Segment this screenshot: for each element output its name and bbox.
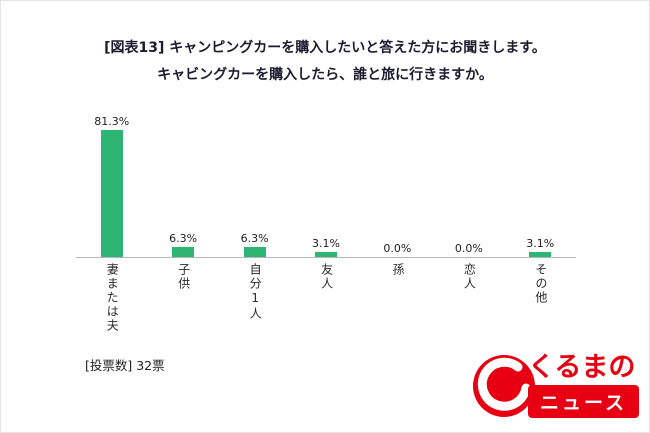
category-label: 恋人 [433, 263, 504, 333]
category-label: 孫 [362, 263, 433, 333]
logo-text-kurumano: くるまの [527, 352, 636, 384]
logo-text-block: くるまの ニュース [527, 352, 639, 418]
chart-title-line1: [図表13] キャンピングカーを購入したいと答えた方にお聞きします。 [104, 40, 546, 56]
category-label-text: 妻または夫 [105, 263, 120, 333]
bar-column: 3.1% [290, 107, 361, 257]
category-label: 友人 [290, 263, 361, 333]
category-label-text: 孫 [390, 263, 405, 277]
bar-value-label: 6.3% [240, 232, 269, 246]
bar-column: 6.3% [219, 107, 290, 257]
bar [100, 130, 123, 257]
bar-column: 0.0% [362, 107, 433, 257]
category-label: 子供 [147, 263, 218, 333]
category-label: その他 [505, 263, 576, 333]
bar [172, 247, 195, 257]
bar [243, 247, 266, 257]
bar-column: 0.0% [433, 107, 504, 257]
bar-value-label: 3.1% [312, 237, 340, 251]
bar-chart-plot: 81.3% 6.3% 6.3% 3.1% 0.0% 0.0% 3.1% [76, 107, 576, 258]
bar-column: 6.3% [147, 107, 218, 257]
category-label-text: 恋人 [462, 263, 477, 291]
category-label: 自分1人 [219, 263, 290, 333]
bar-value-label: 3.1% [526, 237, 555, 251]
category-label-text: その他 [533, 263, 548, 305]
category-label: 妻または夫 [76, 263, 147, 333]
bar-value-label: 81.3% [94, 115, 130, 129]
bar-chart-category-labels: 妻または夫 子供 自分1人 友人 孫 恋人 その他 [76, 263, 576, 333]
category-label-text: 子供 [176, 263, 191, 291]
chart-title-line2: キャビングカーを購入したら、誰と旅に行きますか。 [157, 67, 493, 84]
category-label-text: 自分1人 [248, 263, 263, 321]
category-label-text: 友人 [319, 263, 334, 291]
bar-value-label: 0.0% [454, 242, 483, 255]
bar-value-label: 6.3% [169, 232, 198, 246]
kuruma-news-logo-icon [472, 354, 535, 417]
site-logo: くるまの ニュース [472, 353, 639, 418]
votes-count-label: [投票数] 32票 [85, 358, 165, 373]
bar [314, 252, 337, 257]
bar-column: 81.3% [76, 107, 147, 257]
bar [529, 252, 552, 257]
bar-value-label: 0.0% [383, 242, 412, 255]
bar-column: 3.1% [505, 107, 576, 257]
chart-title: [図表13] キャンピングカーを購入したいと答えた方にお聞きします。 キャビング… [1, 35, 649, 90]
logo-text-news-badge: ニュース [527, 385, 639, 418]
